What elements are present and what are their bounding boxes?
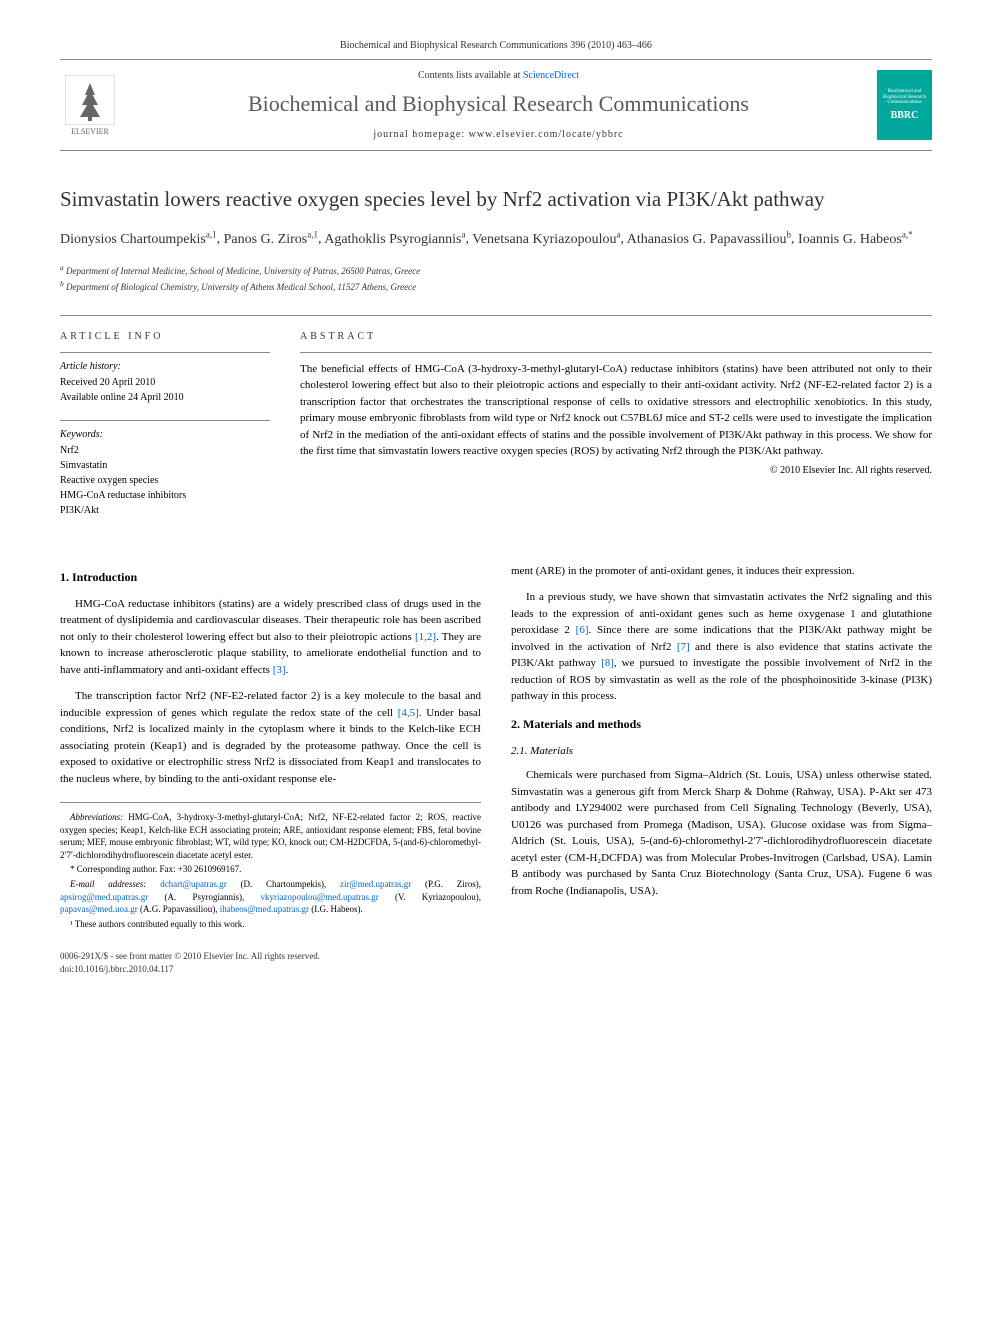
keywords-block: Keywords: Nrf2SimvastatinReactive oxygen… [60, 420, 270, 518]
email-link[interactable]: zir@med.upatras.gr [340, 879, 411, 889]
history-label: Article history: [60, 361, 270, 372]
page-footer: 0006-291X/$ - see front matter © 2010 El… [60, 950, 481, 975]
contents-line: Contents lists available at ScienceDirec… [135, 70, 862, 81]
abbrev-label: Abbreviations: [70, 812, 123, 822]
history-text: Received 20 April 2010Available online 2… [60, 375, 270, 405]
header-middle: Contents lists available at ScienceDirec… [135, 70, 862, 140]
author: Venetsana Kyriazopouloua [472, 232, 620, 247]
cover-title: Biochemical and Biophysical Research Com… [879, 89, 930, 106]
intro-para-1: HMG-CoA reductase inhibitors (statins) a… [60, 596, 481, 679]
body-columns: 1. Introduction HMG-CoA reductase inhibi… [60, 563, 932, 976]
email-link[interactable]: dchart@upatras.gr [160, 879, 227, 889]
corresponding-author-footnote: * Corresponding author. Fax: +30 2610969… [60, 863, 481, 876]
cover-abbrev: BBRC [891, 110, 919, 121]
history-line: Available online 24 April 2010 [60, 390, 270, 405]
issn-line: 0006-291X/$ - see front matter © 2010 El… [60, 950, 481, 963]
sciencedirect-link[interactable]: ScienceDirect [523, 70, 579, 81]
body-right-column: ment (ARE) in the promoter of anti-oxida… [511, 563, 932, 976]
ref-link-8[interactable]: [8] [601, 657, 614, 669]
authors-list: Dionysios Chartoumpekisa,1, Panos G. Zir… [60, 228, 932, 249]
footnotes: Abbreviations: HMG-CoA, 3-hydroxy-3-meth… [60, 802, 481, 930]
header-citation: Biochemical and Biophysical Research Com… [60, 40, 932, 51]
keyword: PI3K/Akt [60, 503, 270, 518]
author: Ioannis G. Habeosa,* [798, 232, 913, 247]
elsevier-logo: ELSEVIER [60, 70, 120, 140]
section-1-title: 1. Introduction [60, 568, 481, 586]
article-info-header: ARTICLE INFO [60, 331, 270, 342]
author: Panos G. Zirosa,1 [224, 232, 318, 247]
header-box: ELSEVIER Contents lists available at Sci… [60, 59, 932, 151]
intro-para-2-cont: ment (ARE) in the promoter of anti-oxida… [511, 563, 932, 580]
abbreviations-footnote: Abbreviations: HMG-CoA, 3-hydroxy-3-meth… [60, 811, 481, 861]
keyword: Simvastatin [60, 458, 270, 473]
materials-para: Chemicals were purchased from Sigma–Aldr… [511, 767, 932, 899]
section-2-title: 2. Materials and methods [511, 715, 932, 733]
body-left-column: 1. Introduction HMG-CoA reductase inhibi… [60, 563, 481, 976]
abstract-text: The beneficial effects of HMG-CoA (3-hyd… [300, 352, 932, 460]
email-link[interactable]: papavas@med.uoa.gr [60, 904, 138, 914]
abstract-copyright: © 2010 Elsevier Inc. All rights reserved… [300, 465, 932, 476]
author: Athanasios G. Papavassilioub [627, 232, 791, 247]
homepage-prefix: journal homepage: [373, 129, 468, 140]
homepage-url: www.elsevier.com/locate/ybbrc [469, 129, 624, 140]
contents-prefix: Contents lists available at [418, 70, 523, 81]
ref-link-1-2[interactable]: [1,2] [415, 631, 436, 643]
author: Dionysios Chartoumpekisa,1 [60, 232, 217, 247]
affiliation: b Department of Biological Chemistry, Un… [60, 278, 932, 295]
keyword: Nrf2 [60, 443, 270, 458]
affiliation: a Department of Internal Medicine, Schoo… [60, 262, 932, 279]
author: Agathoklis Psyrogiannisa [324, 232, 465, 247]
equal-contrib-footnote: ¹ These authors contributed equally to t… [60, 918, 481, 931]
keyword: Reactive oxygen species [60, 473, 270, 488]
doi-line: doi:10.1016/j.bbrc.2010.04.117 [60, 963, 481, 976]
emails-footnote: E-mail addresses: dchart@upatras.gr (D. … [60, 878, 481, 916]
article-history-block: Article history: Received 20 April 2010A… [60, 352, 270, 405]
intro-para-2: The transcription factor Nrf2 (NF-E2-rel… [60, 688, 481, 787]
ref-link-4-5[interactable]: [4,5] [398, 707, 419, 719]
journal-homepage: journal homepage: www.elsevier.com/locat… [135, 129, 862, 140]
intro-para-3: In a previous study, we have shown that … [511, 589, 932, 705]
abstract-column: ABSTRACT The beneficial effects of HMG-C… [300, 331, 932, 533]
elsevier-tree-icon [65, 75, 115, 125]
ref-link-7[interactable]: [7] [677, 641, 690, 653]
affiliations-list: a Department of Internal Medicine, Schoo… [60, 262, 932, 295]
keyword: HMG-CoA reductase inhibitors [60, 488, 270, 503]
email-link[interactable]: apsirog@med.upatras.gr [60, 892, 148, 902]
email-link[interactable]: ihabeos@med.upatras.gr [220, 904, 309, 914]
article-title: Simvastatin lowers reactive oxygen speci… [60, 186, 932, 213]
history-line: Received 20 April 2010 [60, 375, 270, 390]
elsevier-label: ELSEVIER [71, 127, 109, 136]
article-info-column: ARTICLE INFO Article history: Received 2… [60, 331, 270, 533]
info-abstract-row: ARTICLE INFO Article history: Received 2… [60, 315, 932, 533]
abstract-header: ABSTRACT [300, 331, 932, 342]
subsection-2-1-title: 2.1. Materials [511, 743, 932, 760]
ref-link-3[interactable]: [3] [273, 664, 286, 676]
ref-link-6[interactable]: [6] [576, 624, 589, 636]
keywords-text: Nrf2SimvastatinReactive oxygen speciesHM… [60, 443, 270, 518]
abbrev-text: HMG-CoA, 3-hydroxy-3-methyl-glutaryl-CoA… [60, 812, 481, 860]
keywords-label: Keywords: [60, 429, 270, 440]
journal-name: Biochemical and Biophysical Research Com… [135, 91, 862, 117]
email-link[interactable]: vkyriazopoulou@med.upatras.gr [260, 892, 378, 902]
journal-cover-thumbnail: Biochemical and Biophysical Research Com… [877, 70, 932, 140]
